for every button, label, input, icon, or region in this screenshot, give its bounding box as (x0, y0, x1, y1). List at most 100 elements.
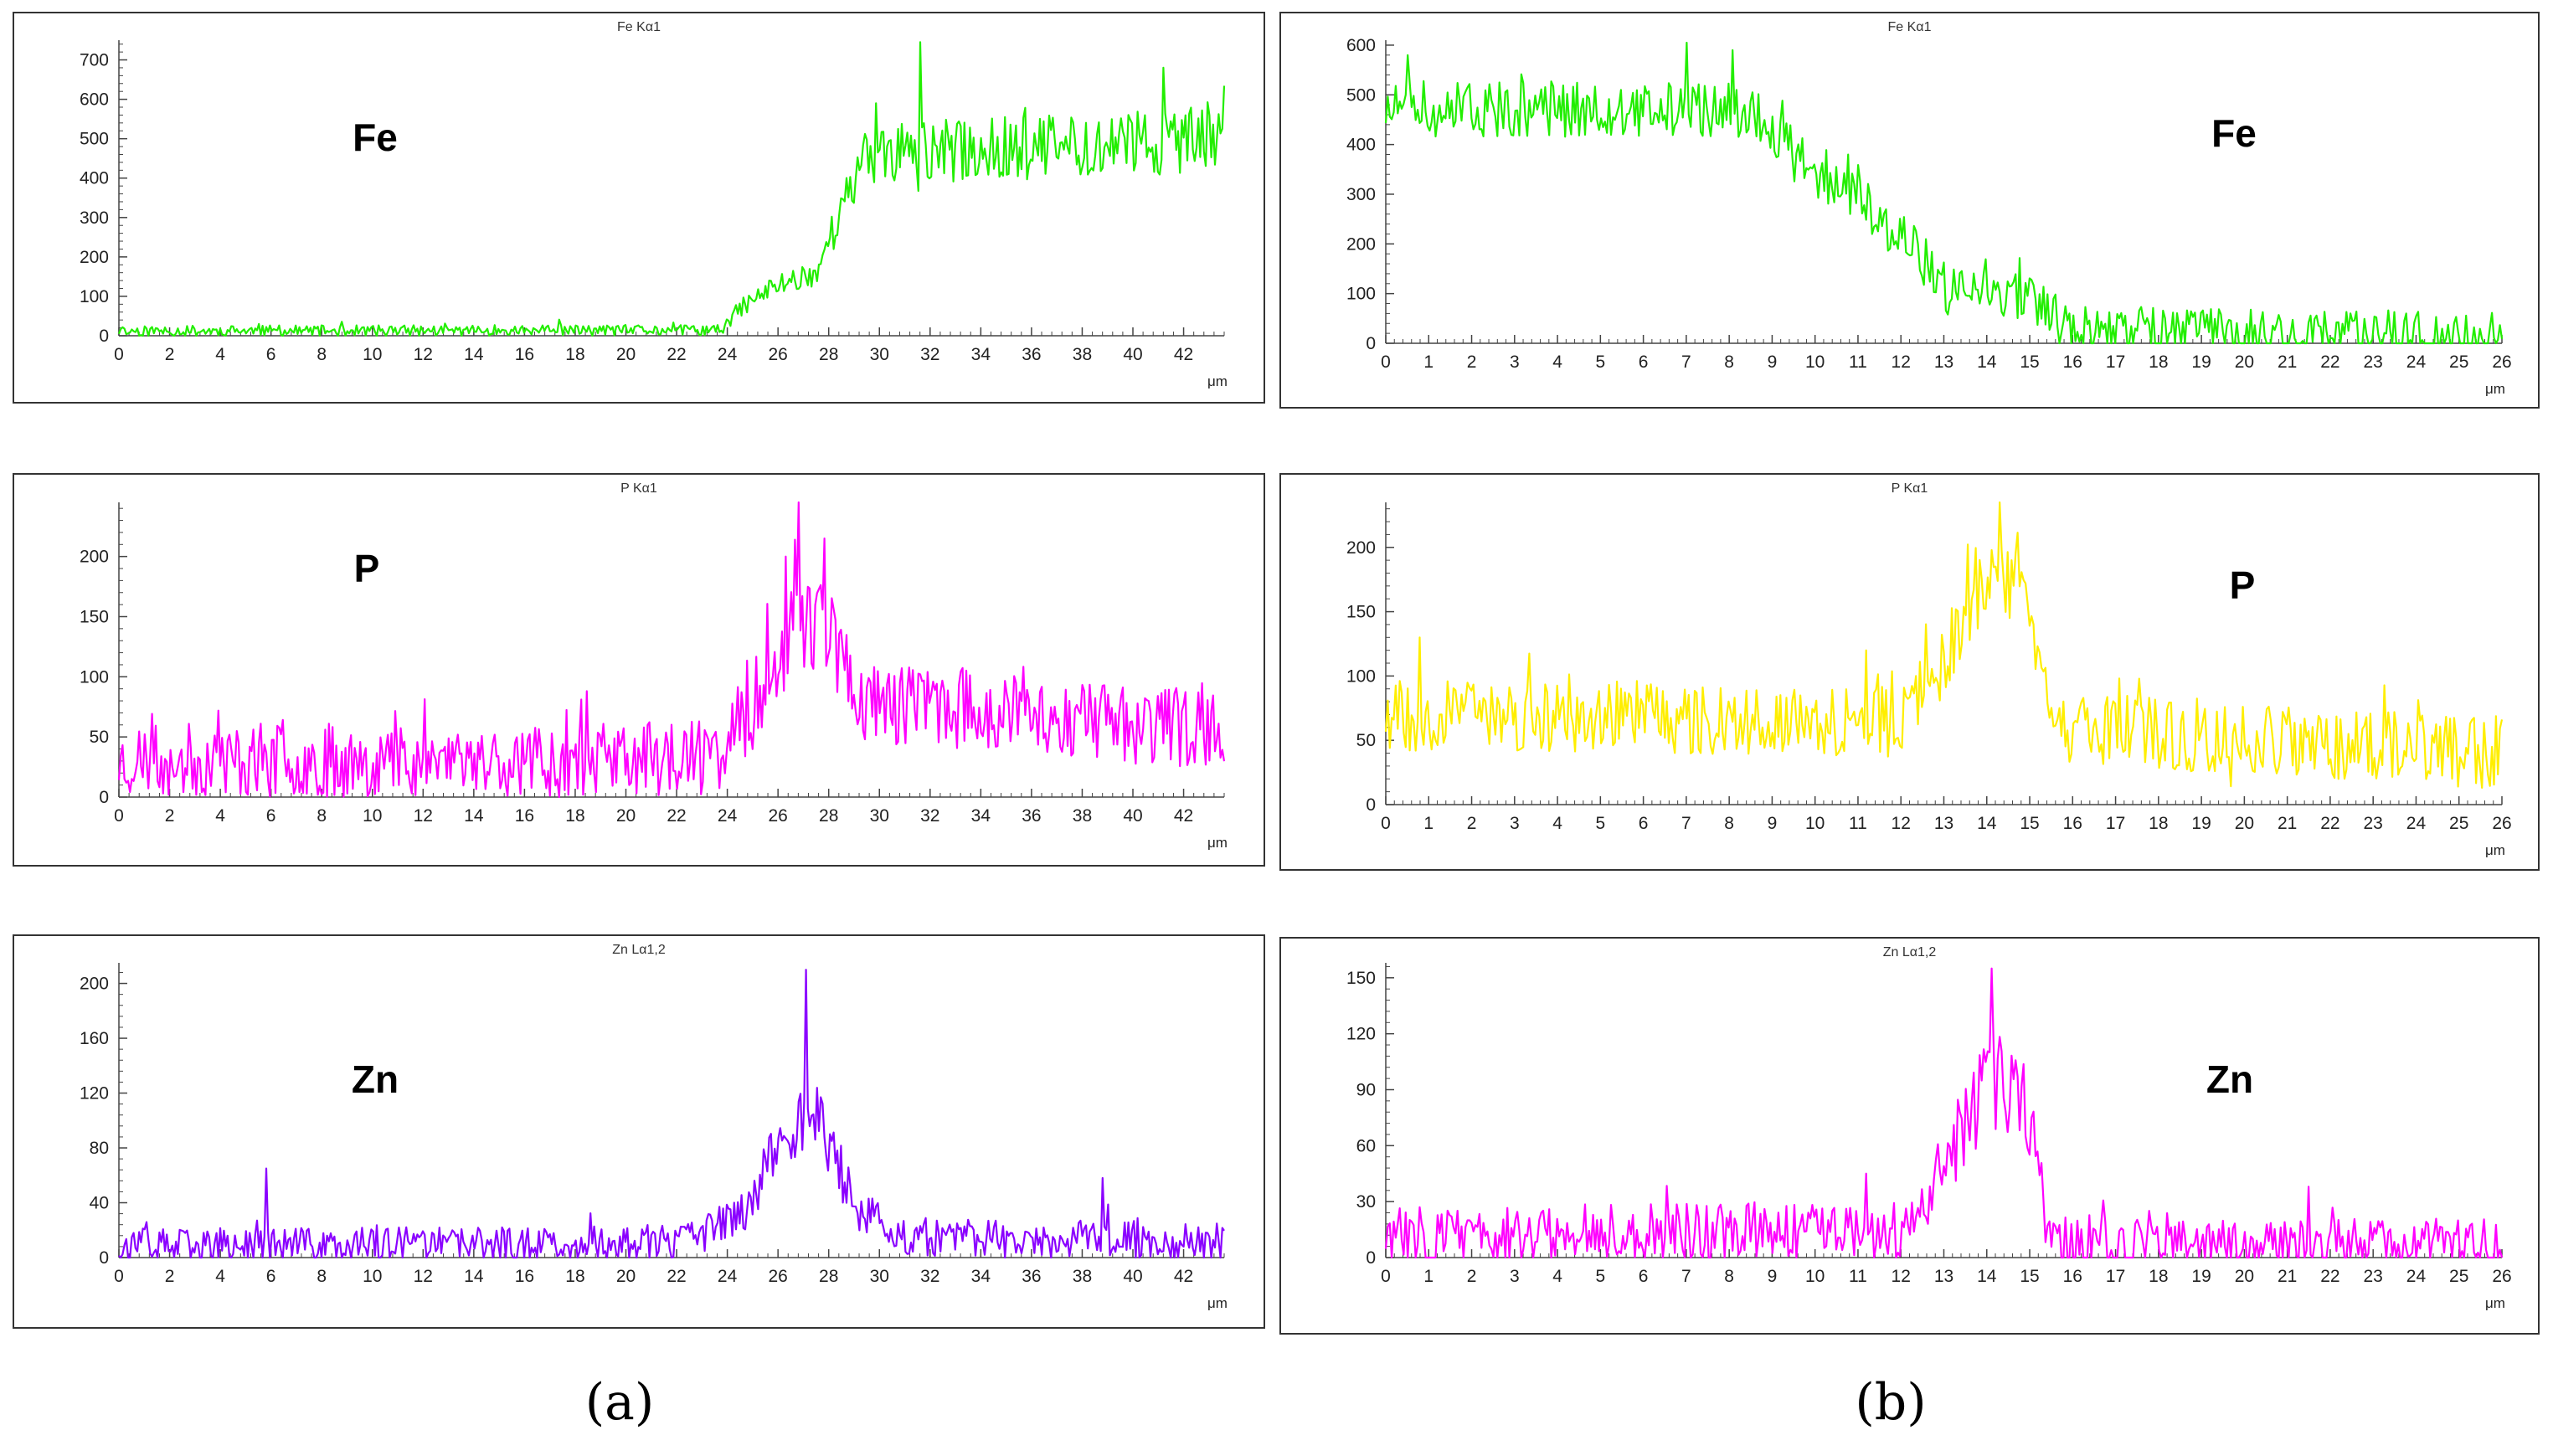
y-tick-label: 500 (1346, 85, 1376, 105)
x-unit-label: μm (2485, 381, 2505, 397)
x-tick-label: 40 (1123, 806, 1142, 826)
y-tick-label: 0 (99, 1248, 109, 1268)
chart-a-zn: Zn Lα1,20 2 4 6 8 10 12 14 16 18 20 22 24 26 28 30 32 34 3… (13, 934, 1265, 1329)
x-tick-label: 22 (2320, 1267, 2339, 1286)
y-tick-label: 0 (1366, 1248, 1376, 1268)
x-tick-label: 1 (1423, 814, 1433, 833)
x-tick-label: 30 (870, 345, 889, 364)
y-tick-label: 500 (80, 130, 109, 149)
y-tick-label: 100 (80, 667, 109, 687)
x-tick-label: 25 (2449, 352, 2468, 372)
y-tick-label: 100 (80, 287, 109, 306)
x-tick-label: 17 (2106, 352, 2125, 372)
x-tick-label: 16 (2063, 814, 2082, 833)
y-tick-label: 400 (80, 169, 109, 188)
x-tick-label: 36 (1022, 345, 1041, 364)
panel-frame (1279, 473, 2540, 871)
x-tick-label: 11 (1849, 814, 1867, 833)
x-tick-label: 10 (363, 806, 382, 826)
x-tick-label: 42 (1174, 345, 1193, 364)
y-tick-label: 200 (1346, 234, 1376, 254)
chart-title: Zn Lα1,2 (1883, 945, 1937, 960)
y-tick-label: 200 (80, 548, 109, 567)
x-tick-label: 7 (1681, 1267, 1691, 1286)
x-tick-label: 0 (1381, 1267, 1391, 1286)
x-tick-label: 12 (1892, 1267, 1911, 1286)
series-line (118, 969, 1225, 1259)
y-tick-label: 50 (1356, 731, 1376, 750)
x-tick-label: 19 (2191, 352, 2211, 372)
x-tick-label: 14 (464, 1267, 484, 1286)
x-unit-label: μm (2485, 1295, 2505, 1311)
x-tick-label: 26 (768, 345, 787, 364)
x-tick-label: 10 (1805, 814, 1825, 833)
x-tick-label: 16 (515, 806, 534, 826)
x-tick-label: 19 (2191, 1267, 2211, 1286)
panel-frame (13, 473, 1265, 867)
x-tick-label: 6 (1639, 1267, 1649, 1286)
series-line (117, 41, 1226, 337)
y-tick-label: 200 (1346, 538, 1376, 558)
x-tick-label: 7 (1681, 814, 1691, 833)
y-tick-label: 400 (1346, 136, 1376, 155)
series-line (1384, 41, 2504, 345)
x-tick-label: 42 (1174, 806, 1193, 826)
x-tick-label: 34 (971, 806, 991, 826)
x-tick-label: 38 (1073, 1267, 1092, 1286)
x-tick-label: 6 (1639, 814, 1649, 833)
y-tick-label: 150 (1346, 969, 1376, 988)
x-tick-label: 19 (2191, 814, 2211, 833)
x-tick-label: 18 (2149, 352, 2168, 372)
y-tick-label: 40 (90, 1194, 109, 1213)
x-tick-label: 36 (1022, 806, 1041, 826)
y-tick-label: 100 (1346, 666, 1376, 686)
x-tick-label: 24 (2406, 814, 2427, 833)
x-tick-label: 3 (1510, 1267, 1520, 1286)
x-tick-label: 6 (266, 1267, 276, 1286)
y-tick-label: 300 (80, 208, 109, 228)
x-tick-label: 8 (317, 806, 327, 826)
x-tick-label: 9 (1768, 1267, 1778, 1286)
y-tick-label: 60 (1356, 1136, 1376, 1155)
y-tick-label: 0 (99, 327, 109, 346)
x-tick-label: 21 (2278, 352, 2297, 372)
y-tick-label: 300 (1346, 185, 1376, 204)
y-tick-label: 90 (1356, 1080, 1376, 1099)
x-tick-label: 30 (870, 806, 889, 826)
y-tick-label: 100 (1346, 285, 1376, 304)
x-tick-label: 34 (971, 1267, 991, 1286)
x-tick-label: 24 (718, 345, 738, 364)
x-tick-label: 4 (215, 806, 225, 826)
x-tick-label: 1 (1423, 1267, 1433, 1286)
x-tick-label: 40 (1123, 1267, 1142, 1286)
x-tick-label: 12 (1892, 814, 1911, 833)
x-tick-label: 22 (2320, 814, 2339, 833)
x-tick-label: 32 (920, 345, 939, 364)
x-tick-label: 16 (2063, 1267, 2082, 1286)
element-label: Fe (353, 116, 398, 159)
x-tick-label: 4 (1552, 352, 1562, 372)
y-tick-label: 700 (80, 51, 109, 70)
x-tick-label: 0 (1381, 352, 1391, 372)
y-tick-label: 120 (80, 1084, 109, 1104)
x-tick-label: 16 (515, 1267, 534, 1286)
x-tick-label: 6 (1639, 352, 1649, 372)
x-tick-label: 20 (616, 1267, 636, 1286)
x-tick-label: 2 (1467, 352, 1477, 372)
x-tick-label: 3 (1510, 352, 1520, 372)
element-label: P (2230, 563, 2256, 607)
x-tick-label: 5 (1596, 1267, 1606, 1286)
x-tick-label: 14 (464, 345, 484, 364)
element-label: Zn (352, 1057, 399, 1101)
x-tick-label: 7 (1681, 352, 1691, 372)
x-tick-label: 16 (2063, 352, 2082, 372)
x-tick-label: 20 (616, 806, 636, 826)
x-tick-label: 34 (971, 345, 991, 364)
chart-title: Fe Kα1 (617, 20, 661, 34)
x-tick-label: 26 (768, 806, 787, 826)
x-tick-label: 24 (718, 1267, 738, 1286)
series-line (117, 501, 1226, 799)
chart-title: Fe Kα1 (1888, 20, 1932, 34)
